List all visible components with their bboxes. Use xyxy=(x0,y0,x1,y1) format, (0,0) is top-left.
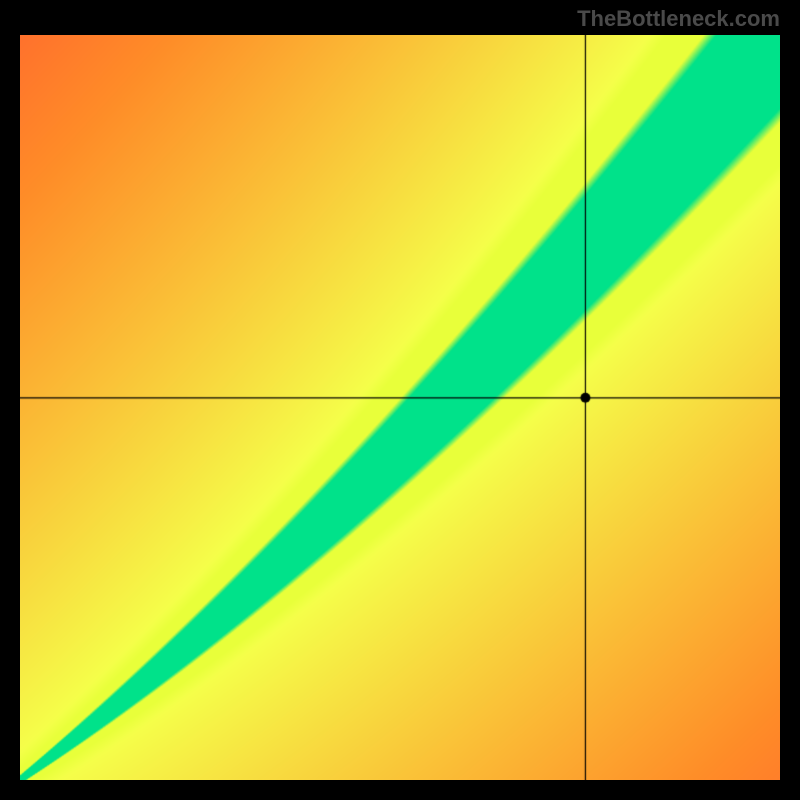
bottleneck-heatmap xyxy=(20,35,780,780)
watermark-text: TheBottleneck.com xyxy=(577,6,780,32)
crosshair-overlay xyxy=(20,35,780,780)
